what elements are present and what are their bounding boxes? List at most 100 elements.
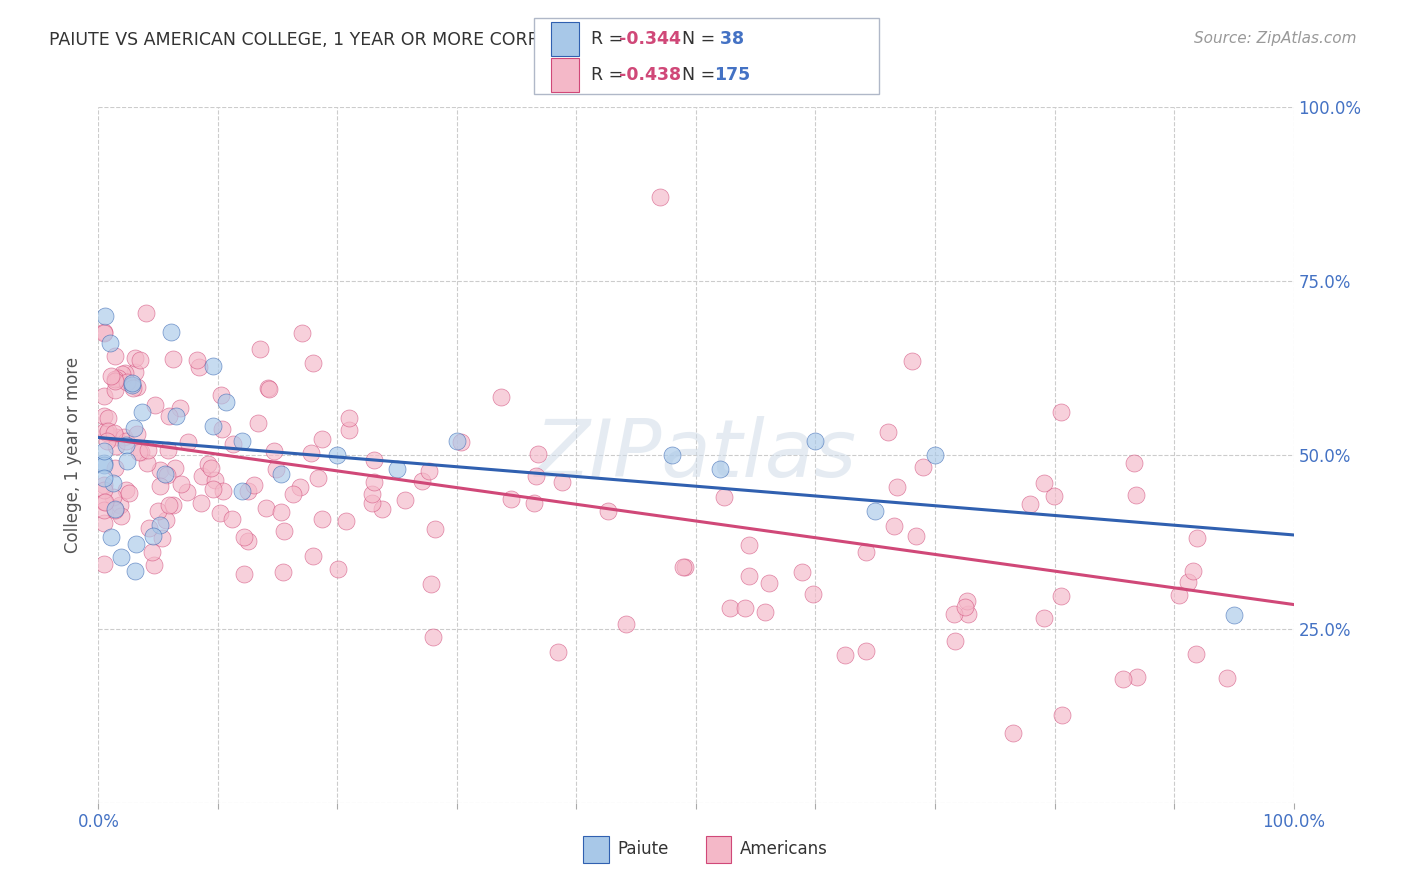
Point — [363, 475, 385, 489]
Text: -0.438: -0.438 — [619, 66, 681, 84]
Point — [231, 484, 253, 499]
Point — [136, 443, 159, 458]
Text: Source: ZipAtlas.com: Source: ZipAtlas.com — [1194, 31, 1357, 46]
Point — [243, 478, 266, 492]
Point — [291, 326, 314, 340]
Point — [103, 461, 125, 475]
Point — [326, 448, 349, 462]
Point — [93, 326, 115, 340]
Point — [754, 605, 776, 619]
Point — [266, 462, 288, 476]
Point — [718, 601, 741, 615]
Point — [270, 467, 292, 482]
Point — [547, 645, 569, 659]
Point — [93, 425, 115, 439]
Point — [97, 424, 120, 438]
Point — [411, 475, 433, 489]
Point — [162, 499, 184, 513]
Point — [886, 480, 908, 494]
Point — [153, 467, 176, 481]
Point — [104, 503, 127, 517]
Point — [523, 496, 546, 510]
Point — [956, 594, 979, 608]
Point — [713, 490, 735, 504]
Point — [93, 409, 115, 424]
Point — [1050, 405, 1073, 419]
Point — [149, 479, 172, 493]
Point — [1126, 670, 1149, 684]
Point — [93, 444, 115, 458]
Point — [259, 382, 281, 396]
Point — [221, 512, 243, 526]
Point — [124, 564, 146, 578]
Point — [136, 456, 159, 470]
Point — [1033, 476, 1056, 491]
Point — [124, 365, 146, 379]
Point — [165, 409, 187, 423]
Point — [96, 425, 118, 440]
Point — [943, 634, 966, 648]
Point — [104, 372, 127, 386]
Point — [956, 607, 979, 621]
Point — [100, 368, 122, 383]
Point — [104, 502, 127, 516]
Point — [187, 360, 209, 375]
Point — [103, 476, 125, 491]
Point — [125, 426, 148, 441]
Point — [281, 486, 304, 500]
Point — [335, 514, 357, 528]
Point — [883, 518, 905, 533]
Point — [105, 430, 128, 444]
Point — [211, 484, 233, 499]
Point — [501, 492, 523, 507]
Point — [738, 569, 761, 583]
Point — [1168, 588, 1191, 602]
Point — [142, 558, 165, 573]
Point — [792, 565, 814, 579]
Point — [231, 434, 253, 448]
Point — [163, 460, 186, 475]
Point — [104, 350, 127, 364]
Point — [273, 524, 295, 538]
Point — [118, 486, 141, 500]
Point — [254, 501, 277, 516]
Point — [93, 495, 115, 509]
Point — [924, 448, 946, 462]
Point — [211, 422, 233, 436]
Point — [1043, 489, 1066, 503]
Point — [1122, 456, 1144, 470]
Text: N =: N = — [682, 66, 721, 84]
Point — [200, 461, 222, 475]
Point — [1223, 607, 1246, 622]
Point — [1216, 671, 1239, 685]
Point — [1185, 647, 1208, 661]
Point — [176, 484, 198, 499]
Point — [222, 437, 245, 451]
Point — [804, 434, 827, 448]
Point — [1187, 531, 1209, 545]
Point — [155, 513, 177, 527]
Point — [150, 531, 173, 545]
Point — [328, 562, 350, 576]
Text: 38: 38 — [714, 30, 744, 48]
Point — [361, 487, 384, 501]
Point — [93, 326, 115, 340]
Point — [202, 359, 225, 374]
Point — [169, 401, 191, 415]
Text: Paiute: Paiute — [617, 840, 669, 858]
Point — [162, 352, 184, 367]
Point — [1181, 564, 1204, 578]
Point — [114, 366, 136, 380]
Point — [186, 352, 208, 367]
Point — [142, 529, 165, 543]
Point — [758, 575, 780, 590]
Point — [110, 550, 132, 565]
Point — [1018, 497, 1040, 511]
Point — [111, 367, 134, 381]
Point — [131, 405, 153, 419]
Point — [273, 566, 295, 580]
Point — [215, 394, 238, 409]
Point — [855, 545, 877, 559]
Text: R =: R = — [591, 30, 628, 48]
Point — [176, 435, 198, 450]
